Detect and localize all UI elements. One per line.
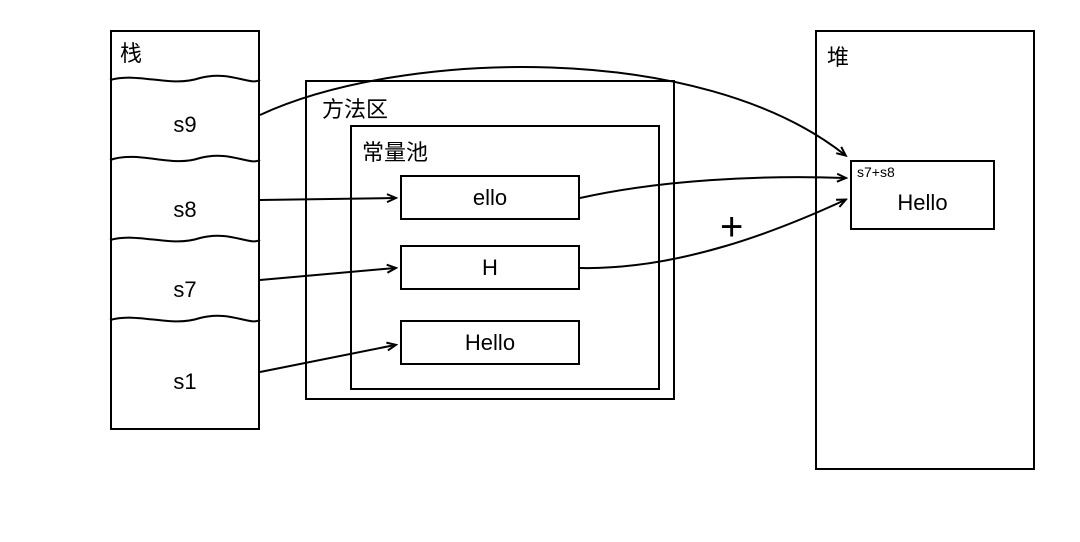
heap-box: 堆 [815,30,1035,470]
stack-cell-s1: s1 [112,369,258,395]
stack-cell-s9: s9 [112,112,258,138]
heap-object-small-label: s7+s8 [857,164,895,180]
pool-item-hello-text: Hello [465,330,515,355]
pool-item-ello-text: ello [473,185,507,210]
pool-item-hello: Hello [400,320,580,365]
heap-title: 堆 [827,40,849,72]
pool-item-h: H [400,245,580,290]
pool-item-h-text: H [482,255,498,280]
stack-box: 栈 s9 s8 s7 s1 [110,30,260,430]
plus-symbol: + [720,205,743,250]
pool-item-ello: ello [400,175,580,220]
heap-object-box: s7+s8 Hello [850,160,995,230]
heap-object-text: Hello [852,190,993,216]
stack-cell-s7: s7 [112,277,258,303]
constant-pool-title: 常量池 [362,135,428,167]
stack-title: 栈 [120,36,142,68]
method-area-title: 方法区 [322,92,388,124]
stack-cell-s8: s8 [112,197,258,223]
